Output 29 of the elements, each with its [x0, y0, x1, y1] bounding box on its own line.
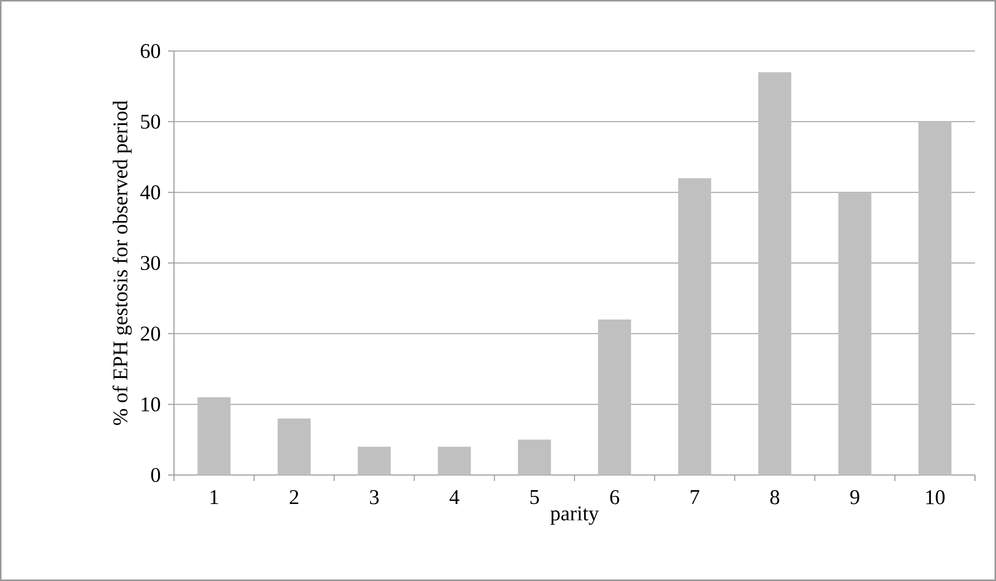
bar	[758, 72, 792, 475]
x-tick-label: 6	[610, 490, 620, 504]
y-axis-title: % of EPH gestosis for observed period	[112, 100, 132, 425]
y-tick-label: 20	[140, 326, 160, 341]
y-tick-label: 10	[142, 397, 160, 412]
x-tick-label: 2	[290, 490, 298, 504]
bar	[838, 192, 872, 475]
y-tick-label: 40	[140, 185, 160, 200]
y-tick-label: 60	[140, 44, 160, 58]
y-tick-label: 50	[141, 114, 160, 129]
bar	[278, 418, 311, 475]
bar	[198, 397, 231, 475]
y-tick-label: 0	[151, 468, 160, 482]
x-tick-label: 10	[926, 490, 945, 504]
x-tick-label: 7	[690, 490, 700, 504]
bar	[678, 178, 712, 475]
y-tick-label: 30	[140, 256, 160, 270]
bar	[918, 122, 952, 475]
x-tick-label: 4	[450, 490, 460, 504]
bar	[438, 446, 471, 475]
x-tick-label: 5	[530, 490, 539, 504]
x-tick-label: 1	[210, 490, 218, 504]
x-tick-label: 9	[850, 490, 860, 504]
bar	[358, 446, 391, 475]
x-axis-title: parity	[550, 506, 599, 525]
bar	[598, 320, 632, 475]
bar	[518, 440, 551, 475]
x-tick-label: 3	[370, 490, 379, 504]
x-tick-label: 8	[770, 490, 780, 504]
